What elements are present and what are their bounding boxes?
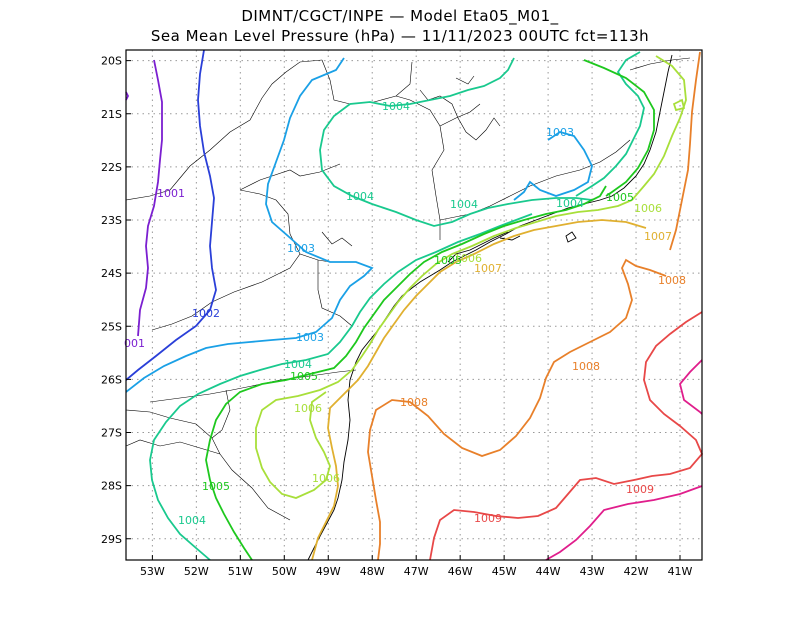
y-axis: 20S 21S 22S 23S 24S 25S 26S 27S 28S 29S [101, 55, 131, 546]
coastline [307, 54, 673, 561]
isobar-1003b [513, 131, 593, 201]
x-tick-label: 52W [184, 565, 209, 578]
label-1003a: 1003 [546, 126, 574, 139]
label-1008c: 1008 [400, 396, 428, 409]
label-1004b: 1004 [346, 190, 374, 203]
label-1002: 1002 [192, 307, 220, 320]
y-tick-label: 28S [101, 480, 122, 493]
x-axis: 53W 52W 51W 50W 49W 48W 47W 46W 45W 44W 43W 42W 41W [140, 555, 693, 578]
label-1006b: 1006 [454, 252, 482, 265]
x-tick-label: 47W [404, 565, 429, 578]
x-tick-label: 43W [580, 565, 605, 578]
isobar-1001b [125, 91, 130, 101]
isobar-1005 [205, 185, 607, 561]
y-tick-label: 20S [101, 55, 122, 68]
x-tick-label: 53W [140, 565, 165, 578]
map-frame [125, 49, 703, 561]
label-1009b: 1009 [474, 512, 502, 525]
x-tick-label: 42W [624, 565, 649, 578]
isobar-1010 [679, 359, 703, 415]
label-1001: 1001 [157, 187, 185, 200]
isobar-1008 [367, 258, 667, 561]
isobar-1009 [429, 311, 704, 561]
isobar-1004c [575, 51, 645, 197]
label-1004c: 1004 [450, 198, 478, 211]
label-1003b: 1003 [287, 242, 315, 255]
x-tick-label: 44W [536, 565, 561, 578]
isobar-1010b [545, 485, 703, 561]
label-1006d: 1006 [312, 472, 340, 485]
x-tick-label: 50W [272, 565, 297, 578]
label-1005d: 1005 [202, 480, 230, 493]
isobar-1004 [319, 57, 593, 227]
isobar-1006b [631, 55, 687, 201]
label-1009a: 1009 [626, 483, 654, 496]
label-1004f: 1004 [178, 514, 206, 527]
label-1006a: 1006 [634, 202, 662, 215]
label-1007b: 1007 [474, 262, 502, 275]
label-1005b: 1005 [434, 254, 462, 267]
label-1008b: 1008 [572, 360, 600, 373]
label-1006c: 1006 [294, 402, 322, 415]
isobar-1005b [583, 59, 655, 197]
x-tick-label: 41W [668, 565, 693, 578]
y-tick-label: 27S [101, 427, 122, 440]
label-1001b: 001 [124, 337, 145, 350]
rivers [321, 75, 501, 247]
isobar-1004b [149, 213, 533, 561]
isobar-1006 [255, 199, 633, 499]
chart-subtitle: Sea Mean Level Pressure (hPa) — 11/11/20… [150, 27, 650, 45]
label-1003c: 1003 [296, 331, 324, 344]
x-tick-label: 46W [448, 565, 473, 578]
x-tick-label: 45W [492, 565, 517, 578]
label-1007a: 1007 [644, 230, 672, 243]
isobar-1008b [669, 51, 701, 251]
isobars [125, 49, 704, 561]
isobar-1006c [672, 98, 686, 112]
y-tick-label: 22S [101, 161, 122, 174]
y-tick-label: 21S [101, 108, 122, 121]
isobar-1003 [125, 57, 374, 393]
y-tick-label: 23S [101, 214, 122, 227]
x-tick-label: 51W [228, 565, 253, 578]
chart-title: DIMNT/CGCT/INPE — Model Eta05_M01_ [241, 7, 559, 25]
isobar-1007 [311, 219, 647, 561]
y-tick-label: 29S [101, 533, 122, 546]
label-1004a: 1004 [382, 100, 410, 113]
label-1005a: 1005 [606, 191, 634, 204]
isobar-1001 [137, 59, 163, 337]
label-1004d: 1004 [556, 197, 584, 210]
contour-labels: 1001 001 1002 1003 1003 1003 1004 1004 1… [124, 100, 686, 527]
y-tick-label: 26S [101, 373, 122, 386]
y-tick-label: 24S [101, 267, 122, 280]
label-1005c: 1005 [290, 370, 318, 383]
isobar-1002 [125, 49, 217, 381]
label-1004e: 1004 [284, 358, 312, 371]
x-tick-label: 49W [316, 565, 341, 578]
y-tick-label: 25S [101, 320, 122, 333]
label-1008a: 1008 [658, 274, 686, 287]
x-tick-label: 48W [360, 565, 385, 578]
